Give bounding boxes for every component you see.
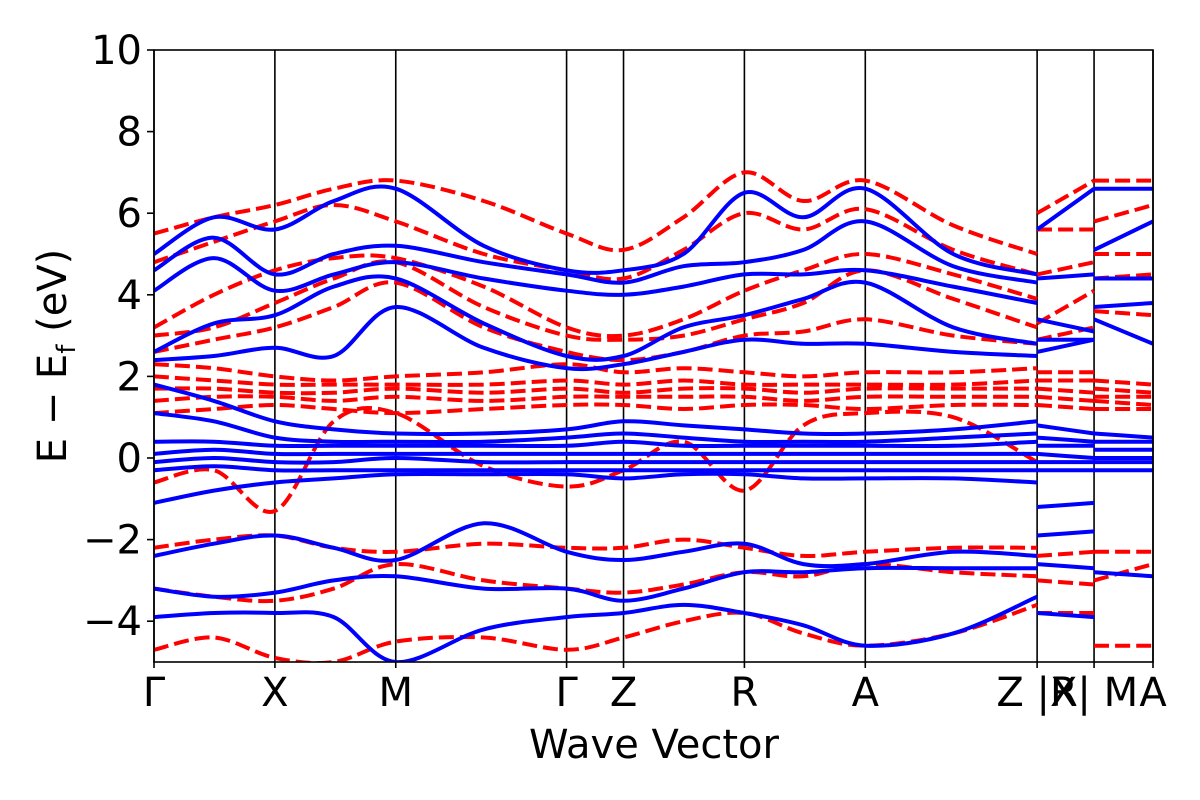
- band-dashed: [1036, 260, 1095, 277]
- band-dashed: [154, 394, 1038, 403]
- x-tick-label: Z |R: [996, 670, 1077, 716]
- band-solid: [154, 439, 1038, 449]
- band-dashed: [1093, 378, 1153, 387]
- band-dashed: [1093, 386, 1153, 395]
- y-axis-title-subscript: f: [52, 344, 82, 354]
- band-solid: [154, 274, 1038, 362]
- band-dashed: [154, 170, 1038, 256]
- band-solid: [1036, 529, 1095, 538]
- band-dashed: [1093, 203, 1153, 224]
- band-solid: [1093, 317, 1153, 346]
- band-solid: [1036, 611, 1095, 620]
- band-solid: [154, 521, 1038, 569]
- band-solid: [1093, 431, 1153, 440]
- x-tick-label: X| M: [1050, 670, 1138, 716]
- y-axis-title-unit: (eV): [30, 249, 76, 345]
- band-solid: [1036, 272, 1095, 281]
- band-dashed: [1036, 549, 1095, 558]
- y-tick-label: −4: [83, 599, 142, 645]
- band-solid: [1036, 317, 1095, 334]
- series-solid-group: [154, 184, 1153, 662]
- band-solid: [154, 382, 1038, 437]
- plot-frame: [153, 49, 1154, 663]
- x-tick-label: A: [852, 670, 880, 716]
- band-solid: [154, 411, 1038, 445]
- band-dashed: [154, 280, 1038, 363]
- band-solid: [154, 184, 1038, 277]
- x-tick-label: Γ: [555, 670, 578, 716]
- y-axis: 10 8 6 4 2 0 −2 −4: [83, 28, 154, 645]
- band-solid: [154, 456, 1038, 465]
- band-dashed: [1036, 386, 1095, 395]
- band-solid: [1036, 562, 1095, 571]
- band-solid: [1036, 435, 1095, 444]
- band-solid: [1036, 423, 1095, 436]
- bands-group: [154, 170, 1153, 662]
- y-tick-label: −2: [83, 518, 142, 564]
- band-solid: [1036, 500, 1095, 509]
- band-solid: [1035, 187, 1096, 232]
- band-solid: [154, 304, 1038, 372]
- x-tick-label: R: [731, 670, 759, 716]
- band-solid: [154, 471, 1038, 505]
- y-tick-label: 2: [117, 354, 142, 400]
- band-solid: [154, 256, 1038, 305]
- band-solid: [1036, 337, 1095, 354]
- y-tick-label: 6: [117, 191, 142, 237]
- y-tick-label: 0: [117, 436, 142, 482]
- y-axis-title: E − Ef (eV): [30, 249, 82, 464]
- x-tick-label: A: [1139, 670, 1167, 716]
- band-solid: [1093, 219, 1153, 252]
- band-dashed: [1036, 578, 1095, 587]
- x-tick-label: M: [379, 670, 414, 716]
- band-dashed: [1036, 178, 1096, 215]
- band-solid: [154, 565, 1038, 603]
- band-dashed: [1036, 394, 1095, 403]
- band-dashed: [154, 386, 1038, 396]
- band-solid: [154, 219, 1038, 285]
- band-dashed: [154, 374, 1038, 387]
- y-tick-label: 8: [117, 110, 142, 156]
- band-solid: [154, 464, 1038, 473]
- band-solid: [154, 447, 1038, 457]
- band-dashed: [154, 603, 1038, 662]
- band-dashed: [154, 402, 1038, 416]
- band-dashed: [154, 259, 1038, 342]
- x-axis-title: Wave Vector: [529, 722, 780, 768]
- series-dashed-group: [154, 170, 1153, 662]
- band-solid: [154, 594, 1038, 662]
- band-dashed: [154, 406, 1039, 514]
- y-tick-label: 4: [117, 273, 142, 319]
- y-axis-title-main: E − E: [30, 354, 76, 464]
- y-tick-label: 10: [91, 28, 142, 74]
- x-tick-label: X: [261, 670, 288, 716]
- band-dashed: [1093, 309, 1153, 318]
- x-tick-label: Γ: [143, 670, 166, 716]
- band-solid: [1036, 451, 1095, 460]
- band-dashed: [1036, 403, 1095, 411]
- band-solid: [1093, 570, 1153, 579]
- band-dashed: [154, 251, 1038, 339]
- band-dashed: [154, 203, 1038, 282]
- band-solid: [1093, 301, 1153, 309]
- band-dashed: [1093, 398, 1153, 407]
- x-tick-label: Z: [610, 670, 637, 716]
